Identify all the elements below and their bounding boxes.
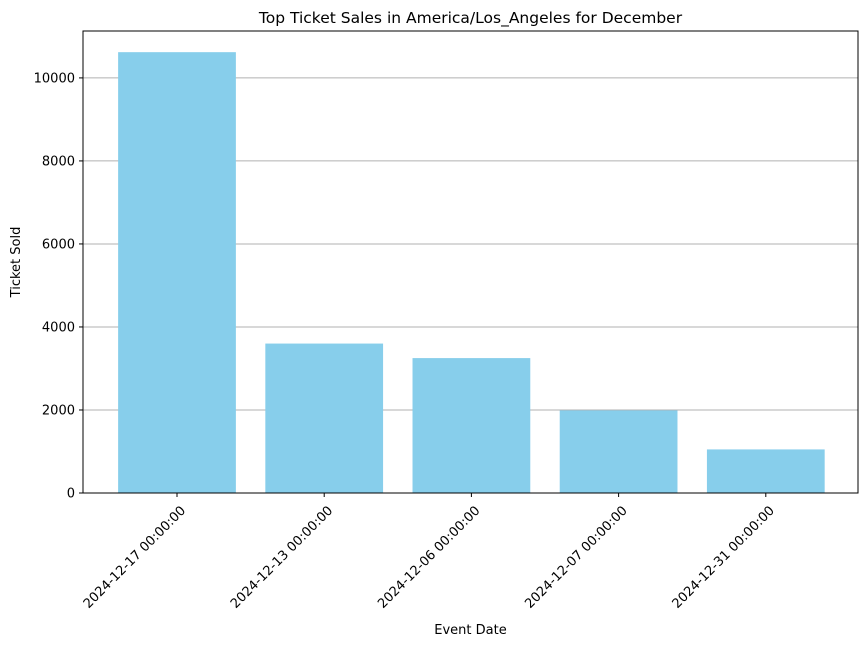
- y-axis-title: Ticket Sold: [9, 227, 24, 299]
- bar: [706, 449, 825, 493]
- y-tick-label: 6000: [42, 237, 75, 252]
- x-tick-label: 2024-12-07 00:00:00: [522, 503, 630, 611]
- bar: [412, 358, 531, 493]
- x-tick-label: 2024-12-13 00:00:00: [228, 503, 336, 611]
- bar: [265, 343, 384, 493]
- bar: [559, 410, 678, 493]
- x-axis-ticks: 2024-12-17 00:00:00 2024-12-13 00:00:00 20…: [81, 493, 778, 612]
- bars: [118, 52, 825, 494]
- y-axis-ticks: 0 2000 4000 6000 8000 10000: [34, 71, 83, 502]
- chart-title: Top Ticket Sales in America/Los_Angeles …: [258, 9, 683, 28]
- x-tick-label: 2024-12-31 00:00:00: [670, 503, 778, 611]
- plot-frame: [82, 30, 859, 494]
- y-tick-label: 4000: [42, 320, 75, 335]
- y-tick-label: 8000: [42, 154, 75, 169]
- x-tick-label: 2024-12-17 00:00:00: [81, 503, 189, 611]
- y-tick-label: 2000: [42, 403, 75, 418]
- y-tick-label: 0: [67, 487, 75, 502]
- x-tick-label: 2024-12-06 00:00:00: [375, 503, 483, 611]
- y-tick-label: 10000: [34, 71, 75, 86]
- bar: [118, 52, 236, 494]
- x-axis-title: Event Date: [434, 623, 506, 638]
